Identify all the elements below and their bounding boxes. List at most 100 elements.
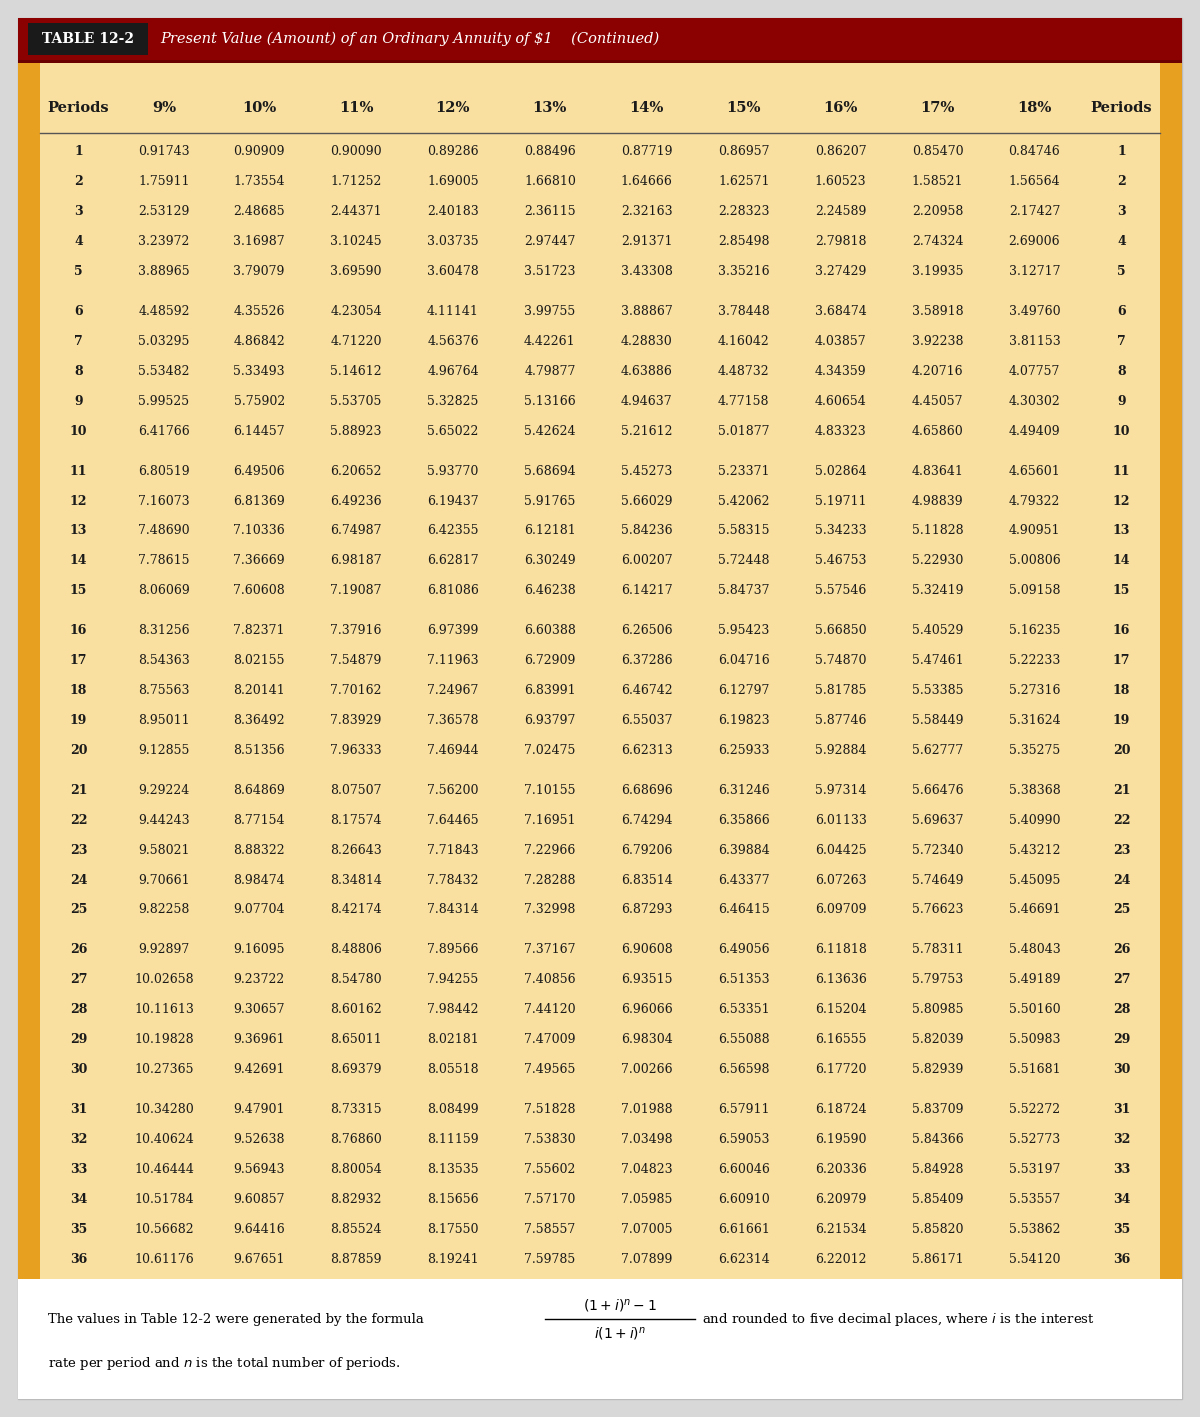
Text: 5.66476: 5.66476 xyxy=(912,784,964,796)
Text: Present Value (Amount) of an Ordinary Annuity of $1    (Continued): Present Value (Amount) of an Ordinary An… xyxy=(160,31,659,47)
Text: 2.36115: 2.36115 xyxy=(524,205,576,218)
Text: 27: 27 xyxy=(1112,973,1130,986)
Text: 3.49760: 3.49760 xyxy=(1009,305,1061,317)
Text: 6.12181: 6.12181 xyxy=(524,524,576,537)
Text: 8.06069: 8.06069 xyxy=(138,584,190,598)
Text: 5.23371: 5.23371 xyxy=(718,465,769,478)
Text: 3.12717: 3.12717 xyxy=(1009,265,1061,278)
Text: 5.52773: 5.52773 xyxy=(1009,1132,1060,1146)
Text: 7.37167: 7.37167 xyxy=(524,944,576,956)
Text: 6.60910: 6.60910 xyxy=(718,1193,769,1206)
Text: 4.79322: 4.79322 xyxy=(1009,495,1060,507)
Text: 4.60654: 4.60654 xyxy=(815,395,866,408)
Text: 23: 23 xyxy=(1112,843,1130,857)
Text: 2.24589: 2.24589 xyxy=(815,205,866,218)
Text: 7.01988: 7.01988 xyxy=(620,1102,673,1117)
Text: 4.49409: 4.49409 xyxy=(1009,425,1061,438)
Text: 34: 34 xyxy=(1112,1193,1130,1206)
Text: 7.07899: 7.07899 xyxy=(622,1253,672,1265)
Text: 5.53482: 5.53482 xyxy=(138,364,190,378)
Text: 6.68696: 6.68696 xyxy=(620,784,673,796)
Text: 7.51828: 7.51828 xyxy=(524,1102,576,1117)
Text: 5.52272: 5.52272 xyxy=(1009,1102,1060,1117)
Text: 6.35866: 6.35866 xyxy=(718,813,769,826)
Text: 0.87719: 0.87719 xyxy=(622,146,672,159)
Text: 8.80054: 8.80054 xyxy=(330,1163,382,1176)
Text: 4.28830: 4.28830 xyxy=(620,334,673,349)
Text: rate per period and $n$ is the total number of periods.: rate per period and $n$ is the total num… xyxy=(48,1356,401,1373)
Text: 12%: 12% xyxy=(436,101,470,115)
Text: 4.56376: 4.56376 xyxy=(427,334,479,349)
Text: 8.51356: 8.51356 xyxy=(233,744,284,757)
Text: 5.74870: 5.74870 xyxy=(815,655,866,667)
Bar xyxy=(1160,62,1182,1280)
Text: 9.36961: 9.36961 xyxy=(233,1033,284,1046)
Text: 6.55088: 6.55088 xyxy=(718,1033,769,1046)
Text: $i(1 + i)^n$: $i(1 + i)^n$ xyxy=(594,1325,646,1342)
Text: 5.42062: 5.42062 xyxy=(718,495,769,507)
Text: 8.19241: 8.19241 xyxy=(427,1253,479,1265)
Text: 7.82371: 7.82371 xyxy=(234,625,284,638)
Text: 6.96066: 6.96066 xyxy=(620,1003,673,1016)
Text: 0.86207: 0.86207 xyxy=(815,146,866,159)
Text: 7.55602: 7.55602 xyxy=(524,1163,576,1176)
Text: 14: 14 xyxy=(1112,554,1130,567)
Text: 15: 15 xyxy=(70,584,88,598)
Text: 19: 19 xyxy=(70,714,88,727)
Text: 9.56943: 9.56943 xyxy=(234,1163,284,1176)
Text: 2.17427: 2.17427 xyxy=(1009,205,1060,218)
Text: 8.15656: 8.15656 xyxy=(427,1193,479,1206)
Text: 5.43212: 5.43212 xyxy=(1009,843,1061,857)
Text: 13: 13 xyxy=(1112,524,1130,537)
Text: 6.19437: 6.19437 xyxy=(427,495,479,507)
Text: 8.20141: 8.20141 xyxy=(233,684,286,697)
Text: 2.28323: 2.28323 xyxy=(718,205,769,218)
Text: 1.66810: 1.66810 xyxy=(524,176,576,188)
Text: 2.20958: 2.20958 xyxy=(912,205,964,218)
Text: 5.84737: 5.84737 xyxy=(718,584,769,598)
Text: 3: 3 xyxy=(74,205,83,218)
Text: 7.98442: 7.98442 xyxy=(427,1003,479,1016)
Text: 1.62571: 1.62571 xyxy=(718,176,769,188)
Text: 7.10336: 7.10336 xyxy=(233,524,286,537)
Text: 10.46444: 10.46444 xyxy=(134,1163,194,1176)
Text: The values in Table 12-2 were generated by the formula: The values in Table 12-2 were generated … xyxy=(48,1312,424,1325)
Text: 5.58449: 5.58449 xyxy=(912,714,964,727)
Text: 6.16555: 6.16555 xyxy=(815,1033,866,1046)
Text: 5.22233: 5.22233 xyxy=(1009,655,1060,667)
Text: 6.12797: 6.12797 xyxy=(718,684,769,697)
Text: Periods: Periods xyxy=(48,101,109,115)
Text: 22: 22 xyxy=(70,813,88,826)
Text: 7.71843: 7.71843 xyxy=(427,843,479,857)
Text: 9.47901: 9.47901 xyxy=(234,1102,284,1117)
Text: 6: 6 xyxy=(74,305,83,317)
Text: 6.57911: 6.57911 xyxy=(718,1102,769,1117)
Text: 6: 6 xyxy=(1117,305,1126,317)
Bar xyxy=(18,1280,1182,1399)
Text: 17%: 17% xyxy=(920,101,955,115)
Text: 0.84746: 0.84746 xyxy=(1008,146,1061,159)
Text: 5.53197: 5.53197 xyxy=(1009,1163,1060,1176)
Text: 5.85820: 5.85820 xyxy=(912,1223,964,1236)
Text: 5.40990: 5.40990 xyxy=(1009,813,1061,826)
Text: 35: 35 xyxy=(70,1223,88,1236)
Text: 8.08499: 8.08499 xyxy=(427,1102,479,1117)
Text: 7.16951: 7.16951 xyxy=(524,813,576,826)
Text: 30: 30 xyxy=(1112,1063,1130,1076)
Text: 7.94255: 7.94255 xyxy=(427,973,479,986)
Bar xyxy=(18,60,1182,62)
Text: 5.42624: 5.42624 xyxy=(524,425,576,438)
Text: 13: 13 xyxy=(70,524,88,537)
Text: 5.11828: 5.11828 xyxy=(912,524,964,537)
Text: 4.63886: 4.63886 xyxy=(620,364,673,378)
Text: 4.23054: 4.23054 xyxy=(330,305,382,317)
Text: 2: 2 xyxy=(1117,176,1126,188)
Text: 9: 9 xyxy=(1117,395,1126,408)
Text: 7.78615: 7.78615 xyxy=(138,554,190,567)
Text: 9%: 9% xyxy=(152,101,176,115)
Text: 5.40529: 5.40529 xyxy=(912,625,964,638)
Text: 5.45095: 5.45095 xyxy=(1009,873,1060,887)
Text: and rounded to five decimal places, where $i$ is the interest: and rounded to five decimal places, wher… xyxy=(702,1311,1094,1328)
Text: 6.98304: 6.98304 xyxy=(620,1033,673,1046)
Text: 3.99755: 3.99755 xyxy=(524,305,576,317)
